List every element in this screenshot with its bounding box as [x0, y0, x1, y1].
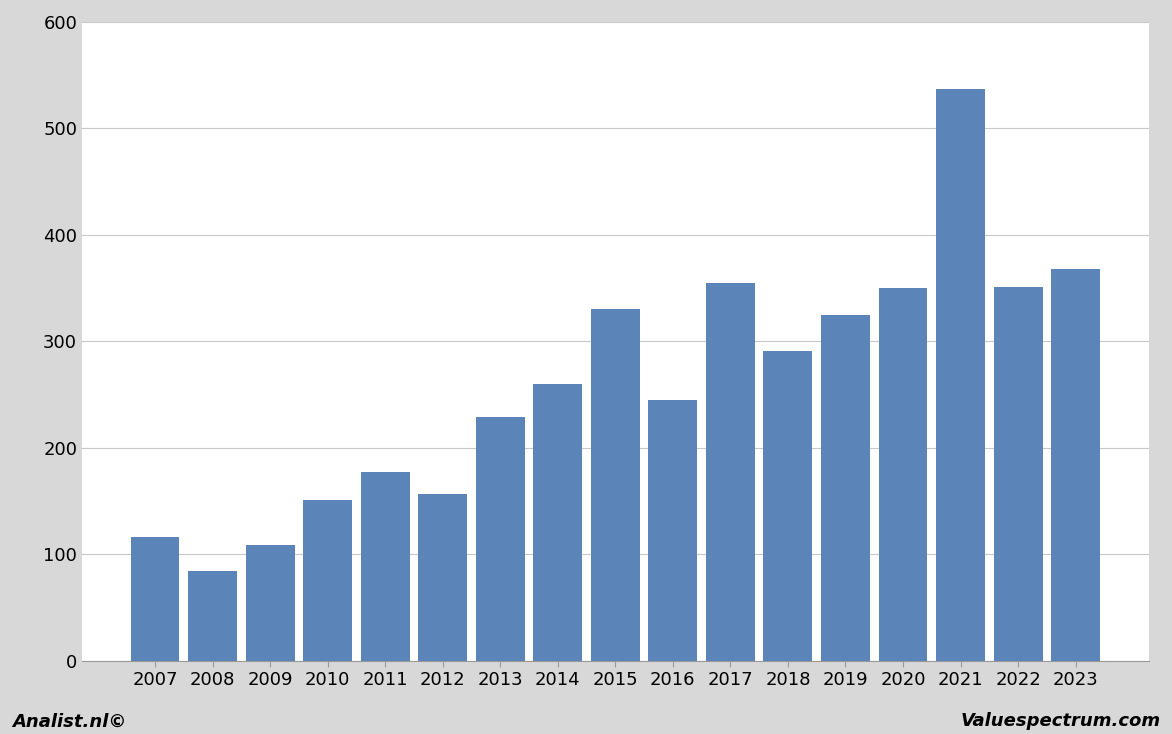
Text: Valuespectrum.com: Valuespectrum.com [960, 712, 1160, 730]
Bar [822, 315, 870, 661]
Bar [591, 309, 640, 661]
Bar [304, 500, 352, 661]
Bar [476, 417, 525, 661]
Bar [361, 472, 409, 661]
Bar [188, 571, 237, 661]
Bar [879, 288, 927, 661]
Bar [1051, 269, 1101, 661]
Bar [130, 537, 179, 661]
Bar [533, 384, 582, 661]
Bar [246, 545, 294, 661]
Bar [648, 400, 697, 661]
Bar [936, 89, 984, 661]
Bar [763, 351, 812, 661]
Text: Analist.nl©: Analist.nl© [12, 712, 127, 730]
Bar [418, 493, 468, 661]
Bar [994, 287, 1043, 661]
Bar [706, 283, 755, 661]
